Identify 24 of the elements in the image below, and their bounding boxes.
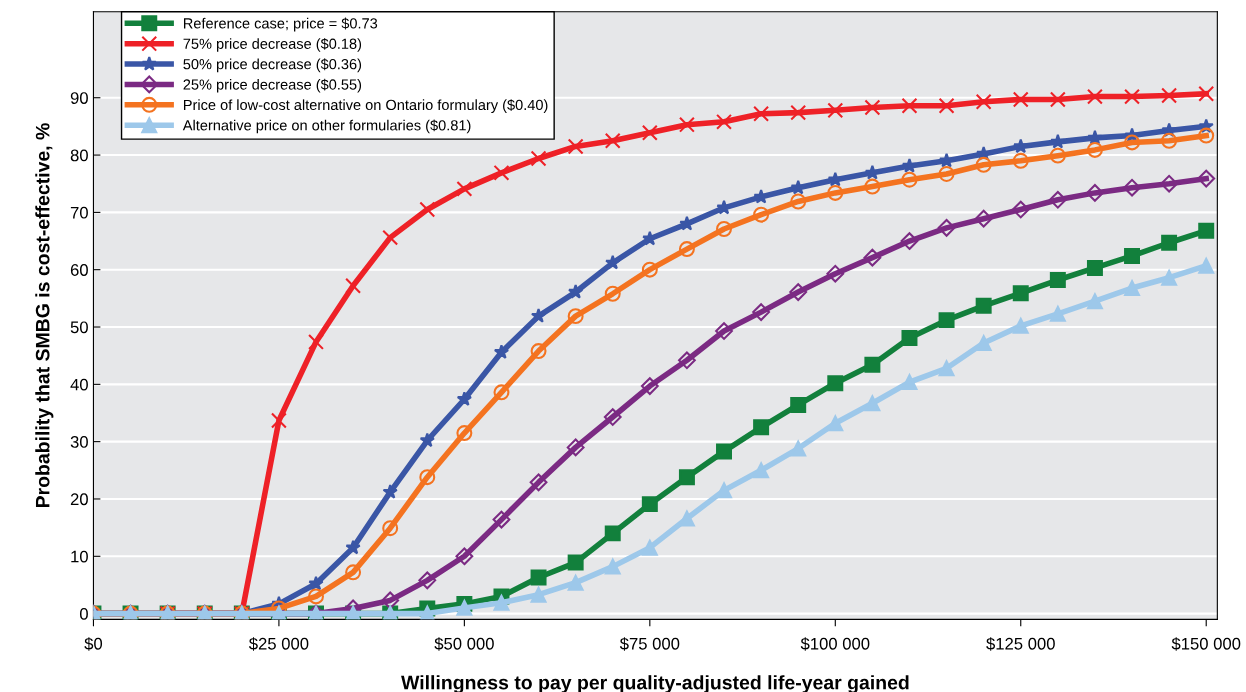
legend-label: 50% price decrease ($0.36)	[183, 58, 362, 73]
legend-label: 75% price decrease ($0.18)	[183, 37, 362, 52]
y-tick-label: 50	[70, 321, 88, 334]
x-tick-label: $25 000	[248, 637, 309, 651]
legend-label: 25% price decrease ($0.55)	[183, 78, 362, 93]
legend-label: Price of low-cost alternative on Ontario formulary ($0.40)	[183, 99, 548, 113]
y-axis-title: Probability that SMBG is cost-effective, %	[35, 123, 54, 508]
x-tick-label: $150 000	[1171, 637, 1241, 651]
x-tick-label: $125 000	[986, 637, 1055, 651]
legend-label: Reference case; price = $0.73	[183, 17, 378, 32]
y-tick-label: 0	[79, 608, 88, 620]
y-tick-label: 60	[70, 264, 88, 276]
x-tick-label: $100 000	[800, 637, 870, 651]
y-tick-label: 80	[70, 149, 88, 162]
y-tick-label: 90	[70, 92, 88, 104]
y-tick-label: 30	[70, 436, 88, 448]
x-tick-label: $75 000	[619, 637, 680, 651]
y-tick-label: 10	[71, 550, 88, 563]
x-tick-label: $50 000	[434, 637, 494, 651]
y-tick-label: 40	[70, 378, 88, 391]
y-tick-label: 20	[70, 493, 88, 506]
y-tick-label: 70	[70, 206, 88, 219]
x-tick-label: $0	[84, 637, 103, 651]
legend-label: Alternative price on other formularies ($0.81)	[182, 119, 471, 134]
